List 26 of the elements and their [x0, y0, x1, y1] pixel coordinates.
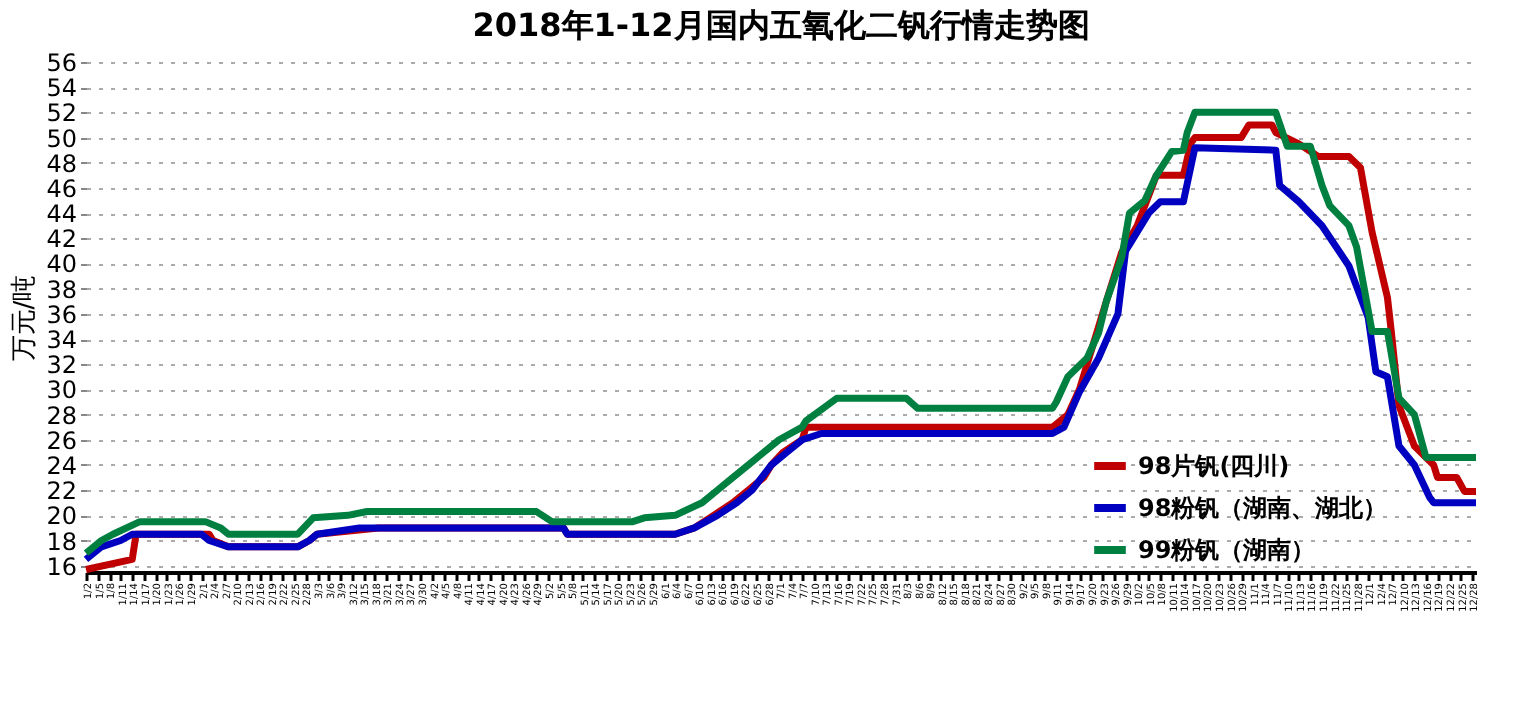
y-tick-label: 46	[46, 174, 77, 203]
y-tick-label: 32	[46, 351, 77, 380]
chart-title: 2018年1-12月国内五氧化二钒行情走势图	[472, 6, 1090, 44]
y-tick-label: 20	[46, 502, 77, 531]
y-axis-title: 万元/吨	[10, 274, 41, 362]
y-tick-label: 56	[46, 49, 77, 77]
y-tick-label: 48	[46, 149, 77, 178]
y-tick-label: 54	[46, 74, 77, 103]
legend-label: 98片钒(四川)	[1138, 452, 1290, 480]
y-tick-label: 22	[46, 477, 77, 506]
y-tick-label: 24	[46, 451, 77, 480]
y-tick-label: 52	[46, 99, 77, 128]
y-tick-label: 28	[46, 401, 77, 430]
y-tick-label: 44	[46, 200, 77, 229]
y-tick-label: 26	[46, 426, 77, 455]
y-tick-label: 30	[46, 376, 77, 405]
legend-label: 99粉钒（湖南）	[1138, 536, 1316, 564]
y-tick-label: 34	[46, 326, 77, 355]
y-tick-label: 50	[46, 124, 77, 153]
y-tick-label: 40	[46, 250, 77, 279]
y-tick-label: 16	[46, 552, 77, 581]
y-tick-label: 42	[46, 225, 77, 254]
legend-label: 98粉钒（湖南、湖北）	[1138, 494, 1388, 522]
y-tick-label: 18	[46, 527, 77, 556]
y-tick-label: 38	[46, 275, 77, 304]
y-tick-label: 36	[46, 300, 77, 329]
